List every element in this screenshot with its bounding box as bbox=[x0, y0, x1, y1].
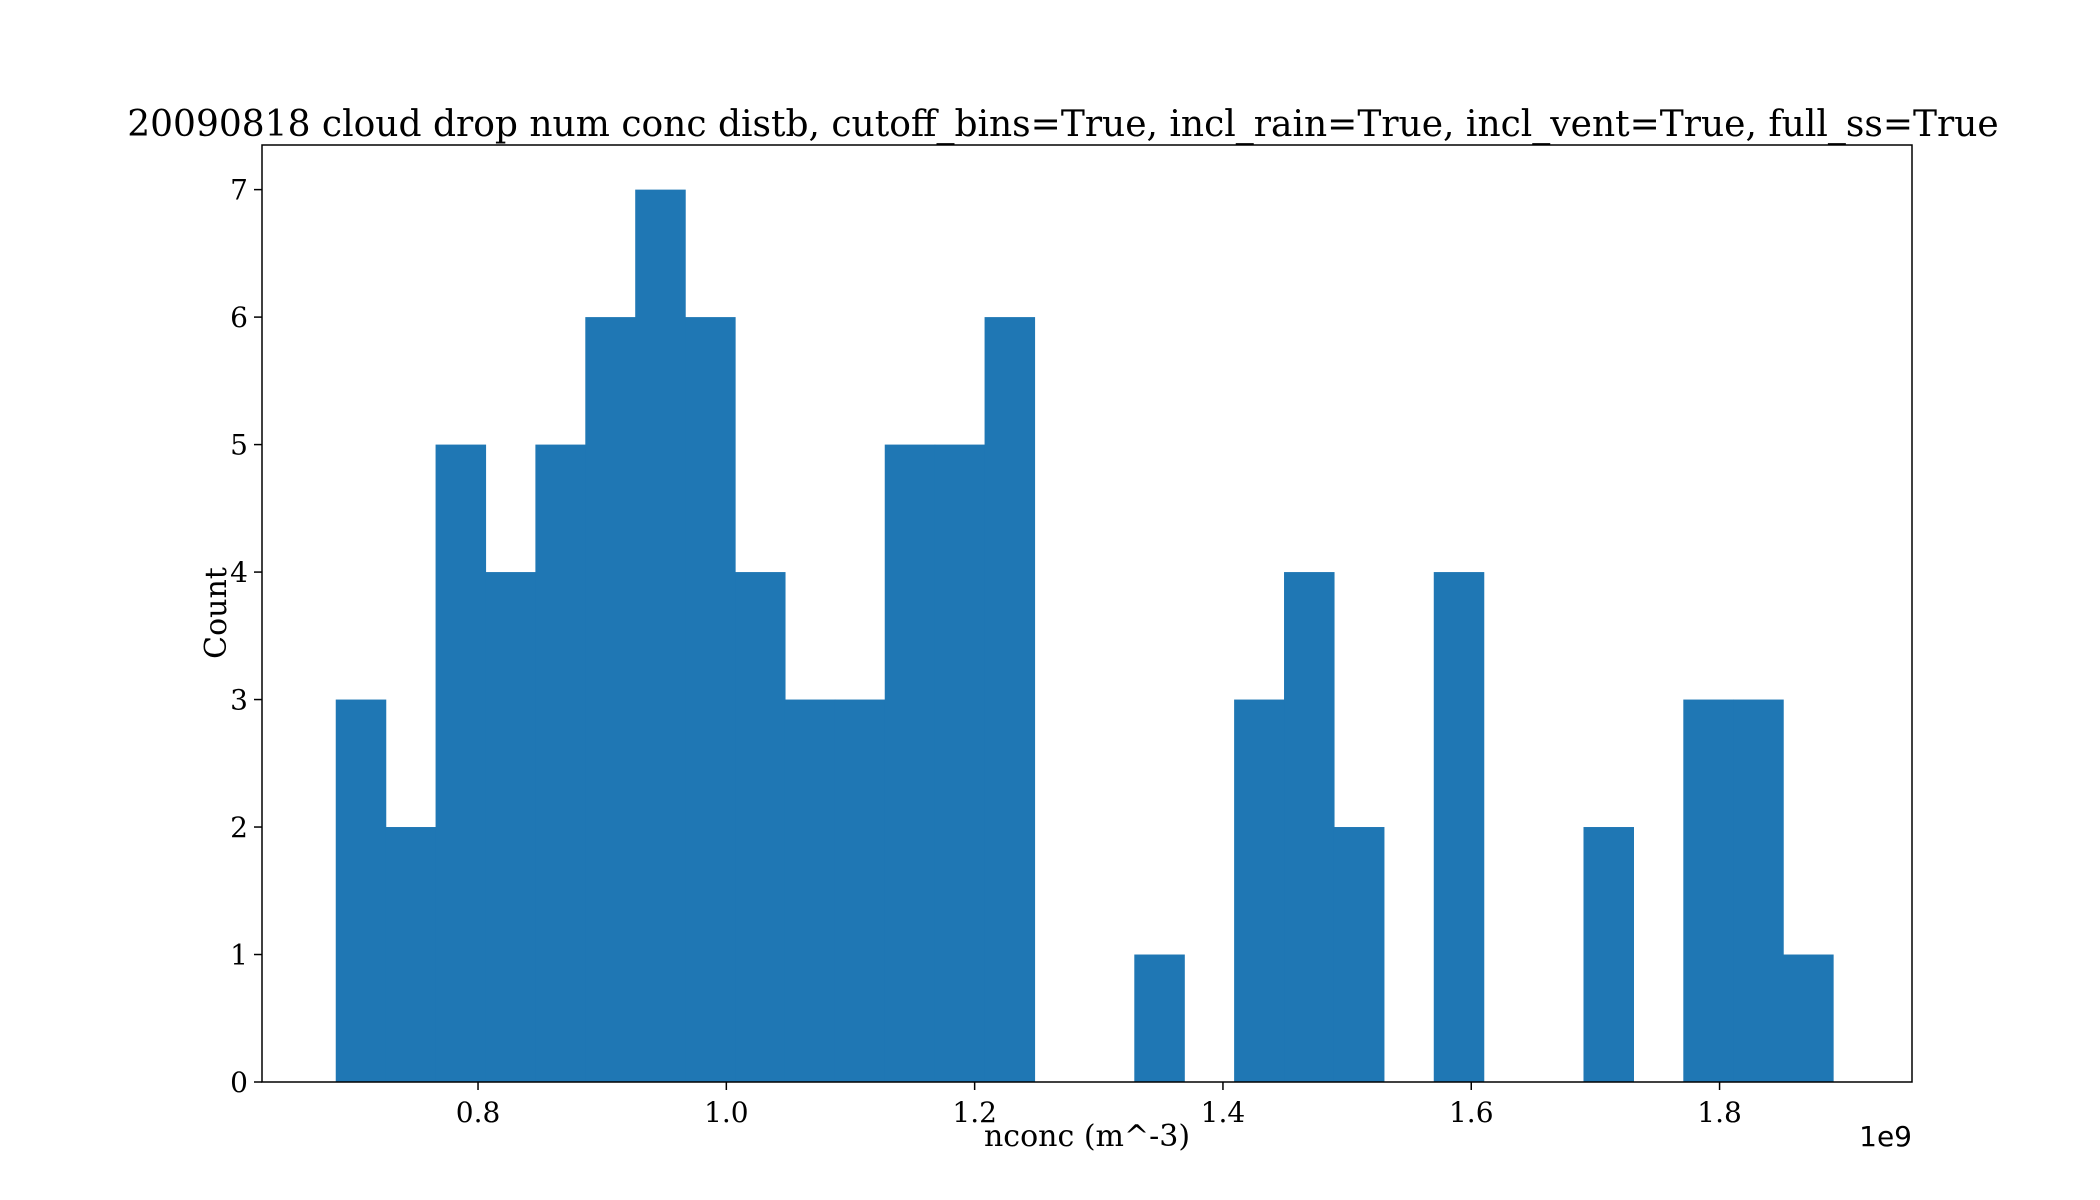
y-axis-ticks: 0 1 2 3 4 5 6 7 bbox=[230, 174, 262, 1099]
y-tick-label: 5 bbox=[230, 429, 248, 462]
histogram-bar bbox=[1583, 827, 1634, 1082]
histogram-bar bbox=[1234, 699, 1285, 1082]
x-tick-label: 1.8 bbox=[1697, 1096, 1742, 1129]
histogram-bar bbox=[635, 189, 686, 1082]
histogram-bar bbox=[335, 699, 387, 1082]
histogram-bar bbox=[1134, 954, 1185, 1082]
chart-title: 20090818 cloud drop num conc distb, cuto… bbox=[127, 104, 1998, 145]
x-tick-label: 1.4 bbox=[1201, 1096, 1246, 1129]
histogram-bar bbox=[984, 317, 1036, 1083]
x-axis-label: nconc (m^-3) bbox=[984, 1119, 1190, 1154]
x-tick-label: 1.6 bbox=[1449, 1096, 1494, 1129]
y-axis-label: Count bbox=[199, 567, 234, 659]
x-tick-label: 1.2 bbox=[952, 1096, 997, 1129]
plot-frame bbox=[261, 144, 1913, 1083]
histogram-bar bbox=[385, 827, 437, 1082]
histogram-bar bbox=[834, 699, 886, 1082]
histogram-bar bbox=[1733, 699, 1784, 1082]
x-tick-label: 0.8 bbox=[456, 1096, 501, 1129]
y-tick-label: 3 bbox=[230, 684, 248, 717]
histogram-bar bbox=[685, 317, 736, 1083]
histogram-bar bbox=[1333, 827, 1385, 1082]
histogram-bar bbox=[934, 444, 986, 1083]
x-axis-offset-label: 1e9 bbox=[1859, 1120, 1912, 1153]
histogram-bar bbox=[535, 444, 586, 1083]
histogram-bar bbox=[735, 572, 786, 1082]
y-tick-label: 6 bbox=[230, 301, 248, 334]
histogram-bar bbox=[1433, 572, 1485, 1082]
histogram-bar bbox=[1683, 699, 1734, 1082]
histogram-bar bbox=[884, 444, 936, 1083]
x-tick-label: 1.0 bbox=[704, 1096, 749, 1129]
histogram-bar bbox=[1284, 572, 1335, 1082]
histogram-bar bbox=[435, 444, 487, 1083]
y-tick-label: 2 bbox=[230, 811, 248, 844]
histogram-bar bbox=[784, 699, 836, 1082]
bars-group bbox=[335, 189, 1834, 1083]
y-tick-label: 7 bbox=[230, 174, 248, 207]
y-tick-label: 1 bbox=[230, 939, 248, 972]
y-tick-label: 4 bbox=[230, 556, 248, 589]
histogram-bar bbox=[485, 572, 536, 1082]
histogram-bar bbox=[585, 317, 636, 1083]
x-axis-ticks: 0.8 1.0 1.2 1.4 1.6 1.8 bbox=[456, 1082, 1742, 1129]
y-tick-label: 0 bbox=[230, 1066, 248, 1099]
histogram-bar bbox=[1783, 954, 1834, 1082]
